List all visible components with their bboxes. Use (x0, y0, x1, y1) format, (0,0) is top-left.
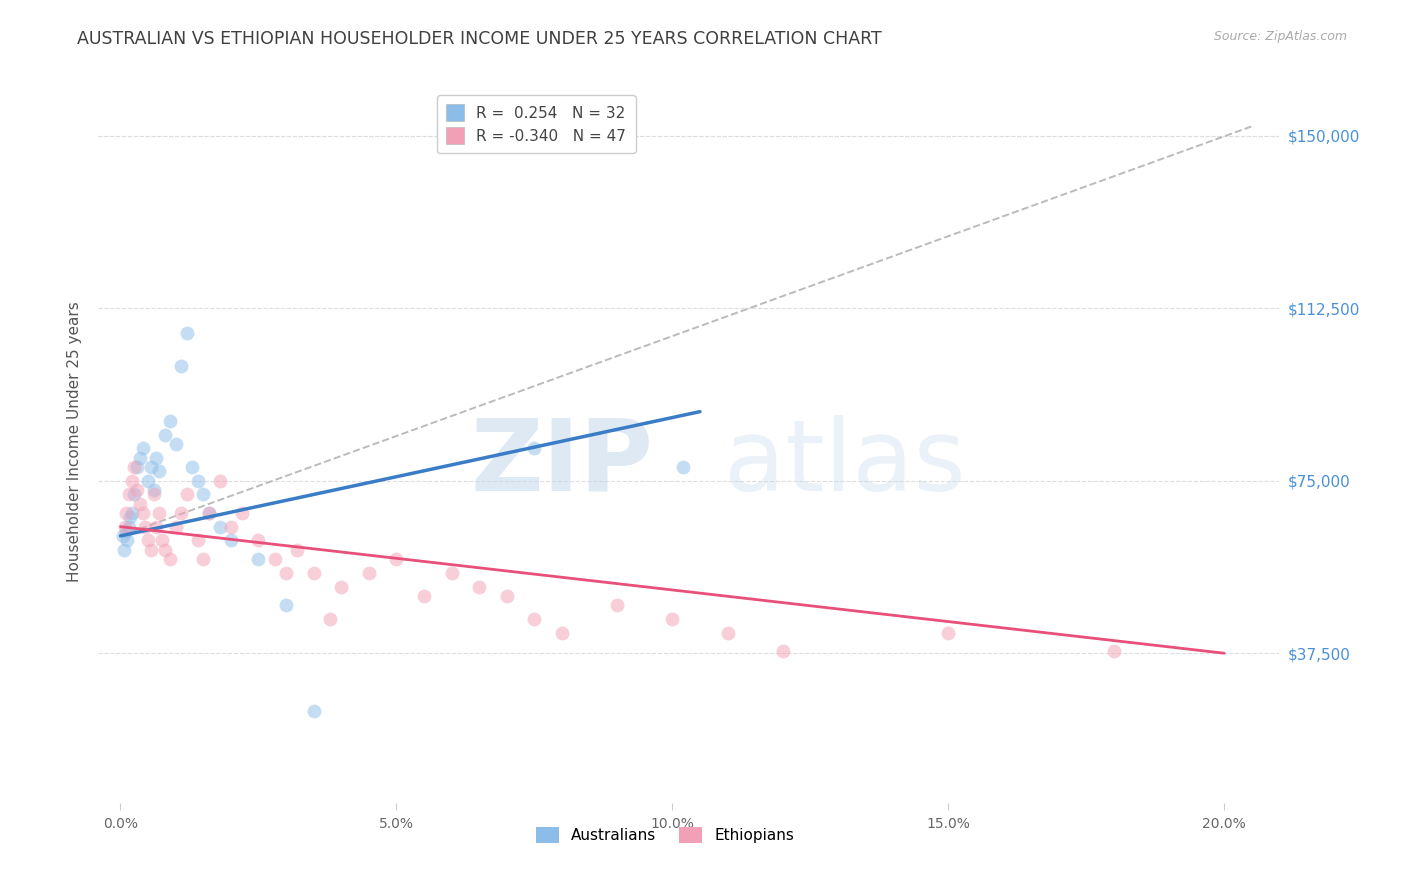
Point (772, 644, 794, 658)
Point (193, 552, 215, 566)
Point (118, 519, 141, 533)
Point (302, 704, 325, 718)
Point (264, 552, 287, 566)
Legend: Australians, Ethiopians: Australians, Ethiopians (530, 821, 800, 849)
Point (112, 529, 135, 543)
Point (131, 506, 153, 520)
Point (139, 459, 162, 474)
Point (112, 542, 135, 557)
Text: AUSTRALIAN VS ETHIOPIAN HOUSEHOLDER INCOME UNDER 25 YEARS CORRELATION CHART: AUSTRALIAN VS ETHIOPIAN HOUSEHOLDER INCO… (77, 30, 882, 48)
Point (134, 519, 156, 533)
Point (128, 497, 150, 511)
Point (661, 612, 683, 626)
Point (187, 533, 209, 548)
Point (124, 487, 146, 501)
Point (120, 510, 142, 524)
Point (115, 506, 138, 520)
Point (716, 625, 738, 640)
Point (121, 474, 143, 488)
Point (165, 437, 187, 451)
Point (115, 533, 138, 548)
Point (219, 533, 242, 548)
Point (148, 465, 170, 479)
Point (523, 612, 546, 626)
Point (247, 552, 270, 566)
Point (1102, 644, 1125, 658)
Point (114, 519, 136, 533)
Point (150, 533, 173, 548)
Y-axis label: Householder Income Under 25 years: Householder Income Under 25 years (67, 301, 83, 582)
Point (131, 442, 153, 456)
Point (125, 483, 148, 497)
Point (468, 580, 491, 594)
Point (302, 566, 325, 580)
Point (208, 519, 231, 533)
Point (198, 506, 221, 520)
Point (159, 552, 181, 566)
Text: atlas: atlas (724, 415, 966, 512)
Point (330, 580, 353, 594)
Point (145, 519, 167, 533)
Point (495, 589, 517, 603)
Point (124, 459, 146, 474)
Point (142, 487, 165, 501)
Point (176, 326, 198, 341)
Point (170, 359, 193, 373)
Point (193, 487, 215, 501)
Point (219, 519, 242, 533)
Point (128, 450, 150, 465)
Point (170, 506, 193, 520)
Text: ZIP: ZIP (471, 415, 654, 512)
Point (136, 533, 159, 548)
Point (274, 566, 297, 580)
Point (413, 589, 436, 603)
Point (247, 533, 270, 548)
Point (187, 474, 209, 488)
Point (357, 566, 380, 580)
Point (165, 519, 187, 533)
Point (181, 459, 204, 474)
Point (319, 612, 342, 626)
Point (208, 474, 231, 488)
Point (145, 450, 167, 465)
Point (115, 524, 138, 539)
Point (153, 427, 176, 442)
Point (125, 459, 148, 474)
Point (139, 542, 162, 557)
Point (606, 598, 628, 612)
Point (136, 474, 159, 488)
Point (176, 487, 198, 501)
Point (385, 552, 408, 566)
Point (148, 506, 170, 520)
Point (121, 506, 143, 520)
Point (159, 414, 181, 428)
Point (440, 566, 463, 580)
Point (274, 598, 297, 612)
Point (551, 625, 574, 640)
Point (672, 459, 695, 474)
Point (153, 542, 176, 557)
Point (118, 487, 141, 501)
Text: Source: ZipAtlas.com: Source: ZipAtlas.com (1213, 30, 1347, 44)
Point (198, 506, 221, 520)
Point (231, 506, 253, 520)
Point (285, 542, 308, 557)
Point (523, 442, 546, 456)
Point (142, 483, 165, 497)
Point (936, 625, 959, 640)
